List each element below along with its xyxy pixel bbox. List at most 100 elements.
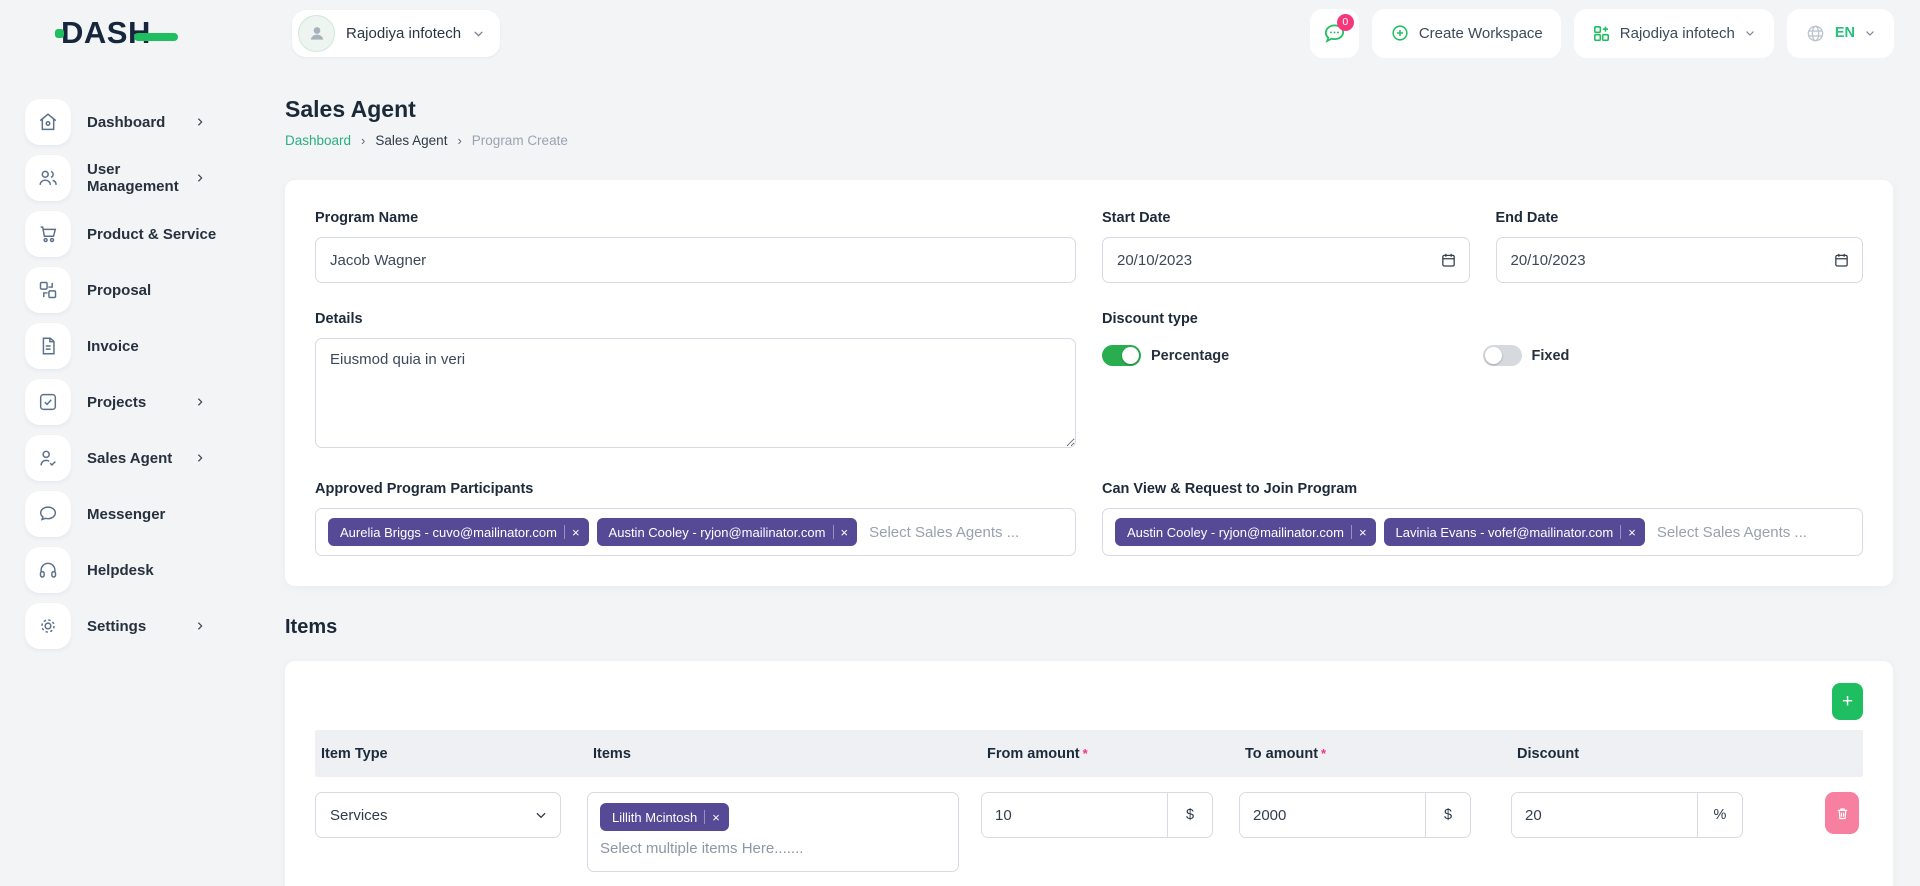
active-workspace-button[interactable]: Rajodiya infotech: [1573, 8, 1774, 58]
main-content: Sales Agent Dashboard › Sales Agent › Pr…: [240, 66, 1920, 886]
breadcrumb-program-create: Program Create: [471, 133, 568, 148]
tag-divider: [832, 525, 834, 539]
required-asterisk: *: [1321, 745, 1327, 761]
approved-participants-label: Approved Program Participants: [315, 481, 534, 497]
col-item-type: Item Type: [321, 745, 388, 762]
participant-tag-label: Lavinia Evans - vofef@mailinator.com: [1395, 524, 1614, 540]
sidebar-item-label: Settings: [87, 617, 147, 635]
avatar: [298, 14, 335, 52]
sidebar-item-product-service[interactable]: Product & Service: [25, 206, 240, 262]
sidebar-item-invoice[interactable]: Invoice: [25, 318, 240, 374]
tag-remove-icon[interactable]: ×: [712, 809, 720, 825]
join-program-select[interactable]: Austin Cooley - ryjon@mailinator.com × L…: [1102, 508, 1863, 556]
active-workspace-label: Rajodiya infotech: [1619, 24, 1735, 42]
tag-remove-icon[interactable]: ×: [840, 524, 849, 540]
topbar-actions: 0 Create Workspace Rajodiya infotech EN: [1309, 8, 1920, 58]
items-multiselect[interactable]: Lillith Mcintosh × Select multiple items…: [587, 792, 959, 872]
discount-type-field: Discount type Percentage Fixed: [1102, 311, 1863, 453]
sales-agent-icon: [40, 450, 56, 467]
workspace-switcher[interactable]: Rajodiya infotech: [292, 9, 501, 57]
end-date-input[interactable]: [1495, 237, 1863, 283]
participant-tag-label: Austin Cooley - ryjon@mailinator.com: [608, 524, 826, 540]
items-table-header: Item Type Items From amount * To amount * …: [315, 730, 1863, 777]
sidebar: Dashboard User Management Product & Serv…: [0, 66, 240, 886]
sidebar-item-dashboard[interactable]: Dashboard: [25, 94, 240, 150]
sidebar-item-label: Product & Service: [87, 225, 217, 243]
sidebar-item-user-management[interactable]: User Management: [25, 150, 240, 206]
sidebar-item-sales-agent[interactable]: Sales Agent: [25, 430, 240, 486]
sidebar-item-label: Helpdesk: [87, 561, 154, 579]
breadcrumb-dashboard[interactable]: Dashboard: [285, 133, 352, 148]
messenger-icon: [39, 506, 57, 521]
from-amount-input[interactable]: [982, 793, 1167, 837]
fixed-toggle-label: Fixed: [1531, 347, 1570, 364]
tag-remove-icon[interactable]: ×: [571, 524, 580, 540]
discount-input[interactable]: [1512, 793, 1697, 837]
percentage-toggle-label: Percentage: [1151, 347, 1230, 364]
sidebar-item-messenger[interactable]: Messenger: [25, 486, 240, 542]
app-logo[interactable]: DASH: [0, 15, 240, 51]
sidebar-item-projects[interactable]: Projects: [25, 374, 240, 430]
details-label: Details: [315, 311, 363, 327]
chat-icon: [1324, 23, 1344, 43]
participant-tag: Lavinia Evans - vofef@mailinator.com ×: [1383, 518, 1645, 546]
fixed-toggle-group: Fixed: [1482, 345, 1864, 366]
tag-divider: [1350, 525, 1352, 539]
item-tag-label: Lillith Mcintosh: [612, 809, 698, 825]
col-to-amount: To amount *: [1245, 745, 1327, 762]
add-item-button[interactable]: +: [1832, 683, 1863, 720]
join-program-field: Can View & Request to Join Program Austi…: [1102, 481, 1863, 556]
details-field: Details Eiusmod quia in veri: [315, 311, 1076, 453]
participant-tag-label: Austin Cooley - ryjon@mailinator.com: [1127, 524, 1344, 540]
tag-remove-icon[interactable]: ×: [1358, 524, 1367, 540]
sidebar-item-settings[interactable]: Settings: [25, 598, 240, 654]
chevron-down-icon: [474, 30, 483, 37]
delete-row-button[interactable]: [1825, 792, 1859, 834]
language-button[interactable]: EN: [1786, 8, 1894, 58]
program-name-input[interactable]: [315, 237, 1076, 283]
sidebar-item-label: Proposal: [87, 281, 152, 299]
start-date-label: Start Date: [1102, 210, 1171, 226]
start-date-input[interactable]: [1102, 237, 1470, 283]
users-icon: [39, 170, 57, 185]
percentage-toggle[interactable]: [1102, 345, 1141, 366]
items-table-row: Services Lillith Mcintosh × Select multi…: [315, 792, 1863, 872]
sidebar-item-helpdesk[interactable]: Helpdesk: [25, 542, 240, 598]
end-date-field: End Date: [1495, 210, 1863, 283]
fixed-toggle[interactable]: [1482, 345, 1522, 366]
home-icon: [39, 113, 57, 131]
messages-button[interactable]: 0: [1309, 8, 1359, 58]
item-type-select[interactable]: Services: [315, 792, 561, 838]
tag-remove-icon[interactable]: ×: [1628, 524, 1636, 540]
participant-tag: Austin Cooley - ryjon@mailinator.com ×: [1115, 518, 1376, 546]
chevron-down-icon: [1866, 31, 1874, 36]
cart-icon: [40, 226, 57, 243]
discount-field: %: [1511, 792, 1743, 838]
participant-tag: Austin Cooley - ryjon@mailinator.com ×: [596, 518, 858, 546]
plus-circle-icon: [1392, 25, 1408, 41]
to-amount-input[interactable]: [1240, 793, 1425, 837]
sidebar-item-label: Sales Agent: [87, 449, 173, 467]
sidebar-item-label: Messenger: [87, 505, 166, 523]
create-workspace-button[interactable]: Create Workspace: [1371, 8, 1561, 58]
dates-row: Start Date End Date: [1102, 210, 1863, 283]
sidebar-item-proposal[interactable]: Proposal: [25, 262, 240, 318]
breadcrumb: Dashboard › Sales Agent › Program Create: [285, 133, 1893, 148]
language-label: EN: [1834, 25, 1855, 41]
invoice-icon: [42, 337, 55, 355]
logo-accent-bar: [133, 33, 178, 41]
chevron-right-icon: [197, 398, 203, 406]
tag-divider: [704, 810, 706, 824]
tag-divider: [1620, 525, 1622, 539]
percentage-toggle-group: Percentage: [1102, 345, 1483, 366]
select-placeholder: Select Sales Agents ...: [1656, 523, 1807, 541]
program-name-label: Program Name: [315, 210, 419, 226]
tag-divider: [563, 525, 565, 539]
approved-participants-select[interactable]: Aurelia Briggs - cuvo@mailinator.com × A…: [315, 508, 1076, 556]
chevron-right-icon: [197, 454, 203, 462]
participant-tag-label: Aurelia Briggs - cuvo@mailinator.com: [340, 524, 557, 540]
end-date-label: End Date: [1495, 210, 1559, 226]
details-textarea[interactable]: Eiusmod quia in veri: [315, 338, 1076, 448]
chevron-right-icon: [197, 622, 203, 630]
create-workspace-label: Create Workspace: [1418, 24, 1543, 42]
